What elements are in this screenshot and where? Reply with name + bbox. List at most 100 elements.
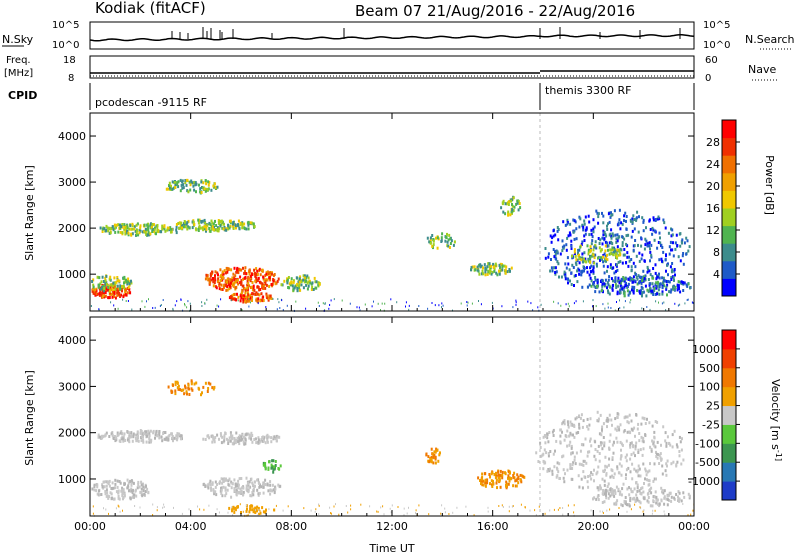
power-cell — [249, 274, 252, 278]
power-cell — [565, 266, 568, 270]
velocity-cell — [551, 472, 554, 476]
velocity-cell — [132, 432, 135, 436]
power-cell — [646, 242, 649, 246]
velocity-cell — [606, 419, 609, 423]
power-cell — [573, 250, 576, 254]
power-colorbar-swatch — [722, 243, 736, 262]
power-cell — [575, 258, 578, 262]
power-cell — [192, 181, 195, 185]
velocity-cell — [582, 463, 585, 467]
power-cell — [265, 271, 268, 275]
power-cell — [373, 300, 374, 303]
power-cell — [265, 283, 268, 287]
power-cell — [594, 290, 597, 294]
velocity-cell — [245, 432, 248, 436]
power-cell — [635, 254, 638, 258]
velocity-cell — [177, 387, 180, 391]
power-cell — [609, 285, 612, 289]
power-cell — [608, 252, 611, 256]
velocity-cell — [609, 494, 612, 498]
power-cell — [665, 269, 667, 273]
velocity-cell — [651, 439, 654, 443]
power-cell — [658, 285, 661, 289]
power-cell — [405, 305, 406, 308]
power-cell — [554, 233, 557, 237]
power-cell — [208, 281, 211, 285]
power-cell — [625, 281, 627, 285]
velocity-cell — [482, 483, 485, 487]
power-cell — [98, 308, 100, 311]
velocity-cell — [512, 505, 514, 507]
power-cell — [233, 278, 236, 282]
velocity-cell — [235, 439, 238, 443]
velocity-cell — [541, 453, 544, 457]
power-cell — [599, 258, 601, 262]
velocity-cell — [270, 440, 273, 444]
power-cell — [646, 270, 649, 274]
velocity-cell — [211, 386, 214, 390]
power-cell — [107, 296, 110, 300]
power-cell — [180, 183, 183, 187]
velocity-cell — [507, 482, 510, 486]
power-cell — [667, 280, 670, 283]
power-cell — [279, 307, 281, 309]
velocity-cell — [228, 506, 231, 510]
velocity-cell — [670, 495, 673, 499]
velocity-cell — [624, 477, 627, 480]
power-cell — [441, 232, 444, 236]
site-title: Kodiak (fitACF) — [95, 0, 206, 17]
power-cell — [153, 223, 155, 227]
velocity-cell — [104, 492, 107, 496]
velocity-cell — [156, 434, 159, 438]
power-cell — [303, 274, 306, 278]
power-cell — [218, 282, 221, 286]
velocity-cell — [235, 431, 238, 435]
power-cell — [125, 288, 127, 292]
velocity-cell — [195, 381, 198, 385]
velocity-cell — [573, 458, 576, 462]
power-colorbar-swatch — [722, 155, 736, 174]
velocity-cell — [580, 413, 583, 417]
power-cell — [656, 217, 659, 221]
velocity-cell — [98, 435, 101, 439]
power-cell — [650, 291, 653, 295]
power-cell — [259, 299, 262, 303]
power-cell — [563, 244, 566, 248]
power-cell — [685, 283, 688, 287]
power-cell — [574, 254, 577, 258]
power-cell — [498, 269, 500, 273]
power-cell — [646, 265, 649, 269]
velocity-cell — [652, 509, 654, 512]
power-cell — [561, 239, 564, 243]
velocity-cell — [654, 420, 657, 423]
velocity-cell — [273, 508, 275, 511]
power-cell — [105, 283, 108, 286]
velocity-cell — [640, 422, 643, 426]
power-cell — [126, 226, 129, 230]
velocity-cell — [570, 423, 573, 427]
power-cell — [642, 269, 645, 273]
velocity-cell — [247, 483, 250, 487]
velocity-cell — [231, 509, 233, 513]
power-cell — [589, 250, 592, 254]
noise-right-label: N.Search — [745, 33, 795, 46]
power-cell — [214, 278, 217, 282]
power-cell — [557, 238, 560, 242]
velocity-cell — [671, 445, 674, 449]
power-cell — [198, 224, 201, 228]
power-cell — [188, 226, 191, 230]
velocity-cell — [158, 436, 161, 440]
velocity-cell — [563, 438, 566, 442]
velocity-colorbar-swatch — [722, 405, 736, 425]
velocity-cell — [493, 473, 496, 477]
velocity-cell — [616, 415, 619, 419]
velocity-cell — [254, 484, 256, 488]
velocity-cell — [602, 436, 605, 439]
power-cell — [266, 278, 269, 282]
velocity-cell — [117, 491, 120, 495]
power-cell — [307, 284, 310, 288]
power-cell — [203, 225, 206, 229]
velocity-cell — [549, 509, 551, 512]
power-cell — [612, 283, 614, 287]
power-cell — [102, 291, 105, 295]
